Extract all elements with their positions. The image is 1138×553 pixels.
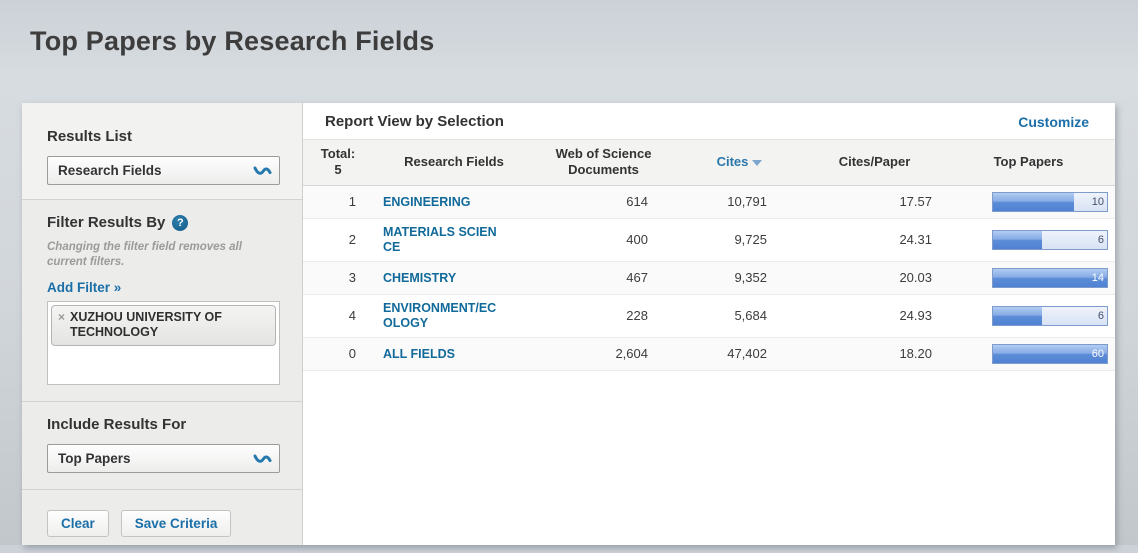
table-row: 1 ENGINEERING 614 10,791 17.57 10: [303, 185, 1115, 219]
wos-documents-cell: 228: [535, 294, 672, 338]
cites-cell: 5,684: [672, 294, 807, 338]
top-papers-value: 6: [1097, 233, 1104, 246]
rank-cell: 4: [303, 294, 373, 338]
active-filters-box: × XUZHOU UNIVERSITY OF TECHNOLOGY: [47, 300, 280, 385]
rank-cell: 3: [303, 261, 373, 295]
table-row: 4 ENVIRONMENT/ECOLOGY 228 5,684 24.93 6: [303, 294, 1115, 338]
research-fields-header: Research Fields: [373, 139, 535, 186]
rank-cell: 2: [303, 218, 373, 262]
rank-cell: 1: [303, 185, 373, 219]
cites-per-paper-cell: 17.57: [807, 185, 942, 219]
top-papers-bar-fill: [993, 306, 1043, 325]
top-papers-bar: 10: [992, 191, 1108, 212]
cites-cell: 47,402: [672, 337, 807, 371]
cites-header[interactable]: Cites: [672, 139, 807, 186]
research-field-link[interactable]: CHEMISTRY: [383, 270, 457, 285]
top-papers-bar-fill: [993, 268, 1107, 287]
actions-section: Clear Save Criteria: [22, 490, 302, 553]
rank-cell: 0: [303, 337, 373, 371]
remove-filter-icon[interactable]: ×: [58, 309, 66, 324]
wos-documents-cell: 2,604: [535, 337, 672, 371]
report-panel: Report View by Selection Customize Total…: [303, 103, 1115, 545]
filter-chip[interactable]: × XUZHOU UNIVERSITY OF TECHNOLOGY: [51, 304, 276, 346]
research-field-link[interactable]: ENGINEERING: [383, 194, 471, 209]
wos-documents-header: Web of Science Documents: [535, 139, 672, 186]
top-papers-value: 14: [1091, 271, 1104, 284]
cites-per-paper-cell: 24.31: [807, 218, 942, 262]
include-results-section: Include Results For Top Papers: [22, 402, 302, 490]
add-filter-link[interactable]: Add Filter »: [47, 279, 122, 295]
cites-cell: 9,352: [672, 261, 807, 295]
top-papers-header: Top Papers: [942, 139, 1115, 186]
help-icon[interactable]: ?: [172, 214, 189, 231]
total-header: Total: 5: [303, 139, 373, 186]
filter-chip-label: XUZHOU UNIVERSITY OF TECHNOLOGY: [70, 309, 222, 339]
results-list-section: Results List Research Fields: [22, 103, 302, 200]
top-papers-value: 60: [1091, 347, 1104, 360]
cites-per-paper-cell: 20.03: [807, 261, 942, 295]
filter-results-by-label: Filter Results By: [47, 214, 166, 231]
top-papers-bar-fill: [993, 192, 1074, 211]
save-criteria-button[interactable]: Save Criteria: [120, 509, 232, 537]
wos-documents-cell: 400: [535, 218, 672, 262]
filter-section: Filter Results By ? Changing the filter …: [22, 200, 302, 402]
include-results-selected-value: Top Papers: [58, 450, 131, 466]
top-papers-bar: 6: [992, 229, 1108, 250]
top-papers-value: 10: [1091, 195, 1104, 208]
filter-note: Changing the filter field removes all cu…: [47, 241, 242, 268]
top-papers-bar-fill: [993, 344, 1107, 363]
sort-desc-icon: [752, 159, 763, 166]
cites-cell: 9,725: [672, 218, 807, 262]
include-results-select[interactable]: Top Papers: [47, 443, 280, 473]
table-header-row: Total: 5 Research Fields Web of Science …: [303, 139, 1115, 186]
wos-documents-cell: 614: [535, 185, 672, 219]
include-results-label: Include Results For: [47, 415, 187, 433]
wos-documents-cell: 467: [535, 261, 672, 295]
top-papers-bar: 60: [992, 343, 1108, 364]
table-row: 0 ALL FIELDS 2,604 47,402 18.20 60: [303, 337, 1115, 371]
top-papers-bar: 14: [992, 267, 1108, 288]
chevron-down-icon: [253, 165, 272, 183]
research-field-link[interactable]: MATERIALS SCIENCE: [383, 224, 497, 254]
report-view-title: Report View by Selection: [325, 113, 504, 130]
results-table: Total: 5 Research Fields Web of Science …: [303, 139, 1115, 371]
cites-per-paper-header: Cites/Paper: [807, 139, 942, 186]
cites-per-paper-cell: 18.20: [807, 337, 942, 371]
top-papers-bar-fill: [993, 230, 1043, 249]
sidebar: Results List Research Fields Filter Resu…: [22, 103, 303, 545]
research-field-link[interactable]: ALL FIELDS: [383, 346, 455, 361]
table-row: 2 MATERIALS SCIENCE 400 9,725 24.31 6: [303, 218, 1115, 262]
clear-button[interactable]: Clear: [47, 509, 109, 537]
table-row: 3 CHEMISTRY 467 9,352 20.03 14: [303, 261, 1115, 295]
top-papers-value: 6: [1097, 309, 1104, 322]
content-panel: Results List Research Fields Filter Resu…: [22, 103, 1115, 545]
cites-cell: 10,791: [672, 185, 807, 219]
research-field-link[interactable]: ENVIRONMENT/ECOLOGY: [383, 300, 497, 330]
results-list-selected-value: Research Fields: [58, 163, 162, 178]
results-list-select[interactable]: Research Fields: [47, 156, 280, 185]
chevron-down-icon: [253, 453, 272, 471]
customize-link[interactable]: Customize: [1018, 113, 1089, 130]
results-list-label: Results List: [47, 128, 133, 145]
top-papers-bar: 6: [992, 305, 1108, 326]
cites-per-paper-cell: 24.93: [807, 294, 942, 338]
page-title: Top Papers by Research Fields: [30, 26, 435, 56]
